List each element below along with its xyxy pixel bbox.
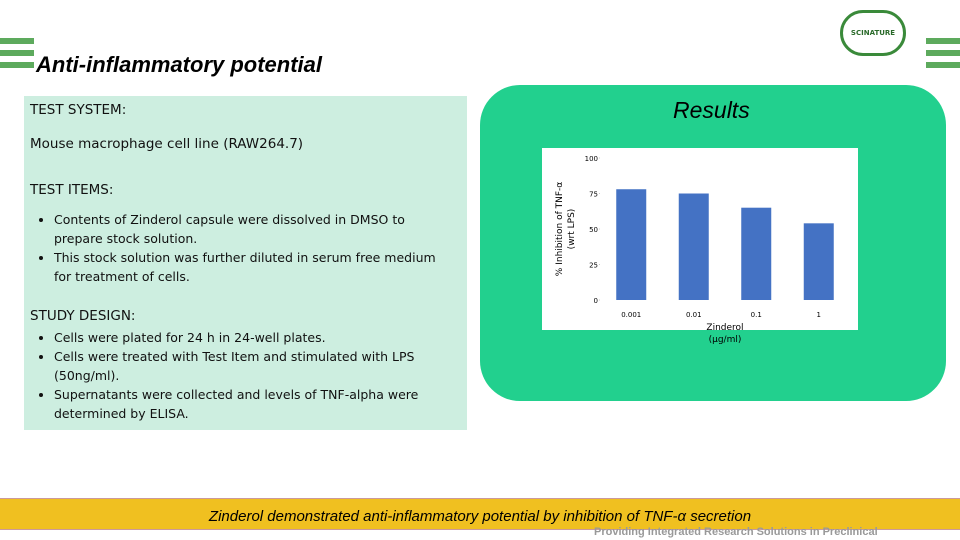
y-tick-label: 25 xyxy=(589,262,598,270)
deco xyxy=(0,62,34,68)
bar xyxy=(803,223,834,300)
list: Cells were plated for 24 h in 24-well pl… xyxy=(24,328,454,423)
text: Mouse macrophage cell line (RAW264.7) xyxy=(30,136,304,152)
x-tick-label: 1 xyxy=(817,311,821,319)
item: Cells were plated for 24 h in 24-well pl… xyxy=(54,328,454,347)
item: This stock solution was further diluted … xyxy=(54,248,454,286)
x-tick-label: 0.1 xyxy=(751,311,762,319)
y-axis-label: (wrt LPS) xyxy=(567,209,577,250)
deco xyxy=(0,38,34,44)
logo: SCINATURE xyxy=(840,10,906,56)
title: Anti-inflammatory potential xyxy=(36,52,323,77)
bar xyxy=(616,189,647,300)
bar xyxy=(741,207,772,300)
tagline: Providing Integrated Research Solutions … xyxy=(594,526,878,538)
list: Contents of Zinderol capsule were dissol… xyxy=(24,210,454,286)
y-tick-label: 100 xyxy=(585,155,598,163)
results-title: Results xyxy=(673,97,750,123)
chart-plot: 0 25 50 75 100 0.001 0.01 0.1 1 Zinderol (µg/ml) % … xyxy=(555,155,834,345)
y-axis-label: % Inhibition of TNF-α xyxy=(555,182,565,276)
deco xyxy=(926,62,960,68)
bar xyxy=(678,193,709,300)
item: Cells were treated with Test Item and st… xyxy=(54,347,454,385)
heading: TEST ITEMS: xyxy=(30,182,114,198)
y-tick-label: 0 xyxy=(594,297,598,305)
deco xyxy=(0,50,34,56)
heading: STUDY DESIGN: xyxy=(30,308,136,324)
y-tick-label: 75 xyxy=(589,191,598,199)
deco xyxy=(926,50,960,56)
y-tick-label: 50 xyxy=(589,226,598,234)
footer: Zinderol demonstrated anti-inflammatory … xyxy=(0,498,960,530)
heading: TEST SYSTEM: xyxy=(30,102,127,118)
item: Contents of Zinderol capsule were dissol… xyxy=(54,210,454,248)
x-tick-label: 0.01 xyxy=(686,311,702,319)
x-axis-label: Zinderol xyxy=(706,323,743,333)
x-axis-label: (µg/ml) xyxy=(709,335,742,345)
deco xyxy=(926,38,960,44)
info-panel: TEST SYSTEM: Mouse macrophage cell line … xyxy=(24,96,467,430)
item: Supernatants were collected and levels o… xyxy=(54,385,454,423)
x-tick-label: 0.001 xyxy=(621,311,641,319)
